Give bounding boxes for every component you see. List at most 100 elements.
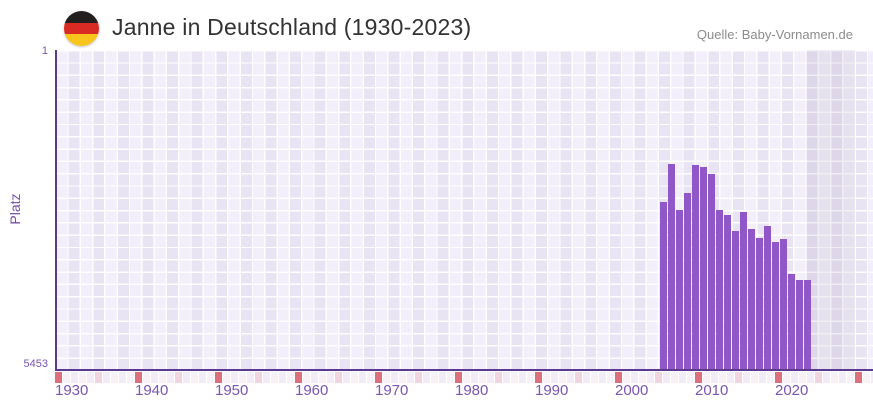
strip-cell [143, 372, 150, 383]
y-tick-top: 1 [41, 45, 48, 57]
strip-cell [583, 372, 590, 383]
strip-cell [711, 372, 718, 383]
strip-decade-cell [455, 372, 462, 383]
strip-cell [175, 372, 182, 383]
strip-cell [687, 372, 694, 383]
strip-cell [679, 372, 686, 383]
bar-2012[interactable] [724, 215, 731, 369]
strip-cell [783, 372, 790, 383]
strip-cell [87, 372, 94, 383]
strip-cell [567, 372, 574, 383]
strip-cell [271, 372, 278, 383]
bar-2020[interactable] [788, 274, 795, 369]
strip-cell [119, 372, 126, 383]
bar-2016[interactable] [756, 238, 763, 369]
strip-cell [519, 372, 526, 383]
bar-2010[interactable] [708, 174, 715, 369]
strip-cell [359, 372, 366, 383]
source-credit: Quelle: Baby-Vornamen.de [696, 27, 853, 42]
strip-cell [575, 372, 582, 383]
strip-cell [799, 372, 806, 383]
bar-2011[interactable] [716, 209, 723, 369]
strip-cell [207, 372, 214, 383]
strip-cell [111, 372, 118, 383]
x-tick-2010: 2010 [695, 382, 729, 399]
strip-cell [415, 372, 422, 383]
strip-cell [511, 372, 518, 383]
chart-title: Janne in Deutschland (1930-2023) [112, 14, 472, 40]
strip-cell [423, 372, 430, 383]
strip-cell [351, 372, 358, 383]
strip-cell [871, 372, 873, 383]
x-tick-labels: 1930 1940 1950 1960 1970 1980 1990 2000 2010 2020 [0, 382, 873, 402]
bar-2019[interactable] [780, 239, 787, 369]
strip-cell [639, 372, 646, 383]
bar-2018[interactable] [772, 242, 779, 369]
strip-cell [239, 372, 246, 383]
strip-cell [495, 372, 502, 383]
strip-cell [655, 372, 662, 383]
strip-cell [407, 372, 414, 383]
strip-cell [327, 372, 334, 383]
strip-cell [607, 372, 614, 383]
x-tick-1970: 1970 [375, 382, 409, 399]
x-tick-2000: 2000 [615, 382, 649, 399]
strip-cell [303, 372, 310, 383]
strip-cell [247, 372, 254, 383]
strip-cell [279, 372, 286, 383]
strip-decade-cell [55, 372, 62, 383]
strip-cell [319, 372, 326, 383]
bar-2022[interactable] [804, 279, 811, 369]
strip-cell [167, 372, 174, 383]
strip-cell [487, 372, 494, 383]
bar-2004[interactable] [660, 201, 667, 369]
bar-2013[interactable] [732, 230, 739, 369]
germany-flag-icon [64, 11, 99, 46]
strip-cell [727, 372, 734, 383]
strip-cell [471, 372, 478, 383]
y-axis-title: Platz [7, 193, 23, 225]
x-axis-line [55, 369, 873, 371]
strip-cell [183, 372, 190, 383]
bar-2017[interactable] [764, 225, 771, 369]
strip-decade-cell [695, 372, 702, 383]
bar-2006[interactable] [676, 209, 683, 369]
strip-cell [703, 372, 710, 383]
strip-cell [199, 372, 206, 383]
bar-2007[interactable] [684, 192, 691, 369]
strip-cell [367, 372, 374, 383]
bar-2021[interactable] [796, 279, 803, 369]
strip-cell [151, 372, 158, 383]
bar-2009[interactable] [700, 166, 707, 369]
strip-cell [663, 372, 670, 383]
strip-cell [807, 372, 814, 383]
decade-strip [55, 372, 873, 383]
strip-cell [263, 372, 270, 383]
strip-cell [223, 372, 230, 383]
bar-2005[interactable] [668, 164, 675, 369]
strip-cell [551, 372, 558, 383]
strip-cell [383, 372, 390, 383]
strip-cell [791, 372, 798, 383]
strip-cell [719, 372, 726, 383]
strip-cell [463, 372, 470, 383]
strip-cell [103, 372, 110, 383]
x-tick-2020: 2020 [775, 382, 809, 399]
bar-2008[interactable] [692, 164, 699, 369]
strip-cell [839, 372, 846, 383]
strip-cell [479, 372, 486, 383]
strip-cell [335, 372, 342, 383]
x-tick-1940: 1940 [135, 382, 169, 399]
flag-stripe-black [64, 11, 99, 23]
strip-decade-cell [295, 372, 302, 383]
x-tick-1930: 1930 [55, 382, 89, 399]
strip-cell [815, 372, 822, 383]
bar-2014[interactable] [740, 211, 747, 369]
strip-cell [527, 372, 534, 383]
strip-cell [439, 372, 446, 383]
strip-cell [767, 372, 774, 383]
strip-cell [231, 372, 238, 383]
bar-2015[interactable] [748, 228, 755, 369]
strip-cell [743, 372, 750, 383]
